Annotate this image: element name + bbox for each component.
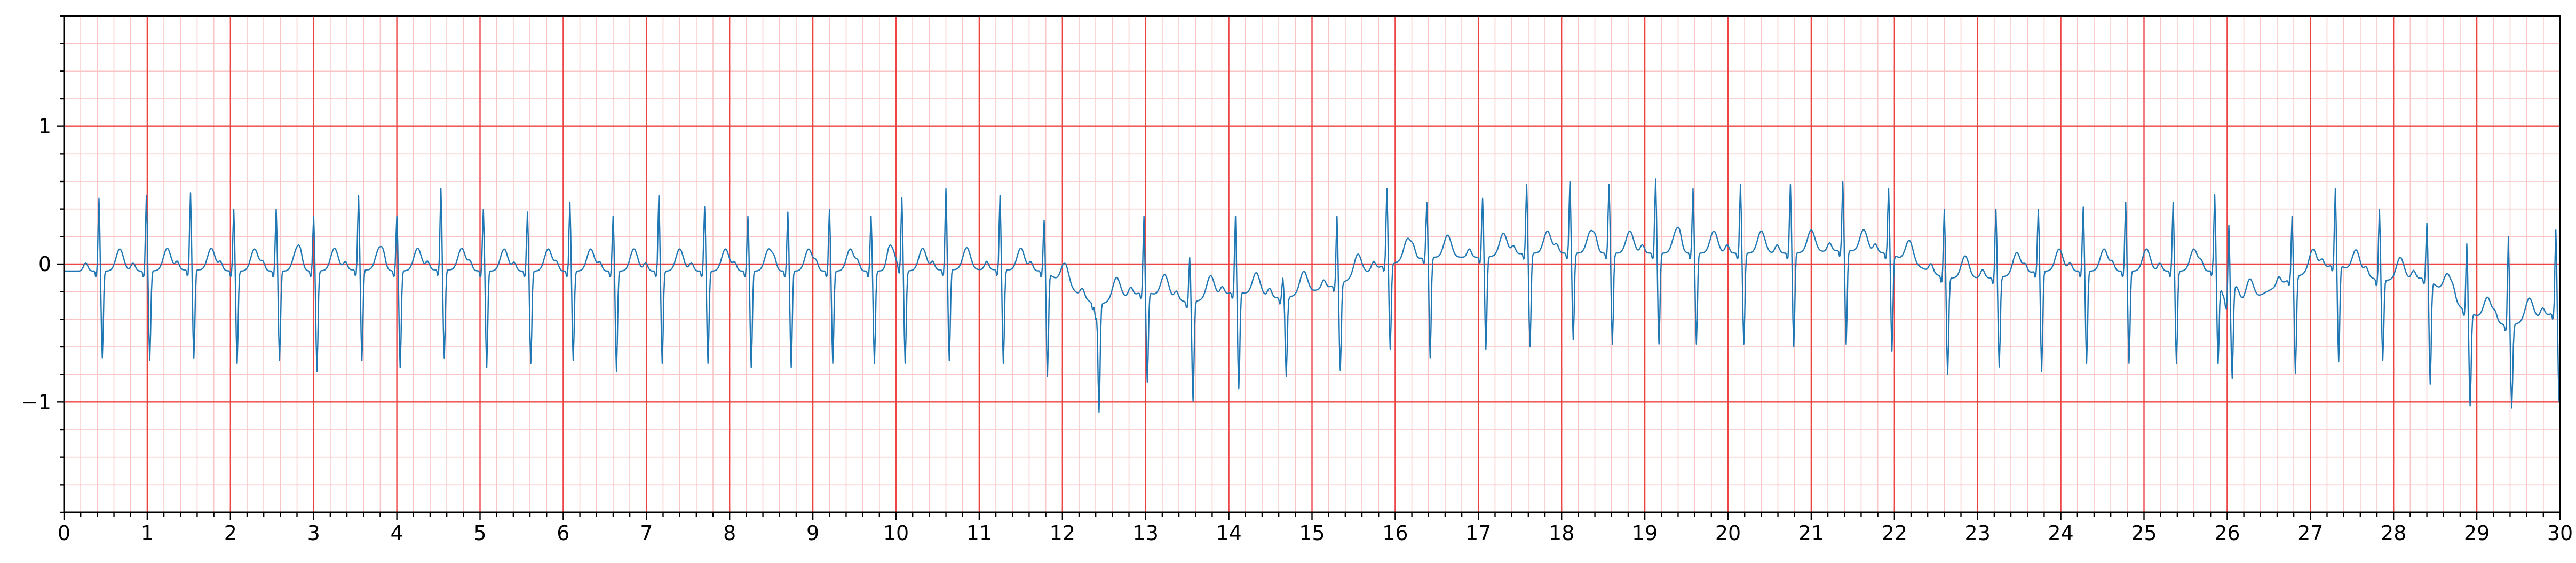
x-tick-label: 22 <box>1882 521 1907 545</box>
x-tick-label: 30 <box>2547 521 2573 545</box>
ecg-trace-line <box>64 178 2560 413</box>
x-tick-label: 2 <box>224 521 237 545</box>
x-tick-label: 5 <box>473 521 486 545</box>
x-tick-label: 13 <box>1133 521 1159 545</box>
x-tick-label: 7 <box>640 521 653 545</box>
x-tick-label: 29 <box>2464 521 2490 545</box>
x-tick-label: 20 <box>1715 521 1741 545</box>
y-tick-label: −1 <box>21 390 51 414</box>
x-tick-label: 19 <box>1632 521 1658 545</box>
x-tick-label: 4 <box>391 521 403 545</box>
axis-ticks <box>57 15 2561 520</box>
x-tick-label: 0 <box>58 521 70 545</box>
x-tick-label: 8 <box>723 521 736 545</box>
x-tick-label: 26 <box>2214 521 2240 545</box>
y-tick-label: 0 <box>38 252 51 276</box>
major-grid <box>63 16 2561 512</box>
x-tick-label: 23 <box>1965 521 1991 545</box>
x-tick-label: 18 <box>1549 521 1574 545</box>
x-tick-labels: 0 1 2 3 4 5 6 7 8 9 10 11 12 13 14 15 16 17 18 19 20 21 22 23 24… <box>58 521 2573 545</box>
x-tick-label: 28 <box>2381 521 2406 545</box>
x-tick-label: 10 <box>883 521 909 545</box>
x-tick-label: 9 <box>806 521 819 545</box>
x-tick-label: 17 <box>1465 521 1491 545</box>
x-tick-label: 25 <box>2131 521 2157 545</box>
x-tick-label: 16 <box>1382 521 1408 545</box>
x-tick-label: 27 <box>2297 521 2323 545</box>
y-tick-labels: −1 0 1 <box>21 115 51 414</box>
x-tick-label: 1 <box>141 521 154 545</box>
x-tick-label: 21 <box>1798 521 1824 545</box>
y-tick-label: 1 <box>38 115 51 138</box>
x-tick-label: 3 <box>307 521 320 545</box>
x-tick-label: 24 <box>2048 521 2073 545</box>
x-tick-label: 6 <box>557 521 569 545</box>
x-tick-label: 15 <box>1299 521 1325 545</box>
x-tick-label: 14 <box>1216 521 1241 545</box>
x-tick-label: 11 <box>966 521 992 545</box>
x-tick-label: 12 <box>1050 521 1075 545</box>
